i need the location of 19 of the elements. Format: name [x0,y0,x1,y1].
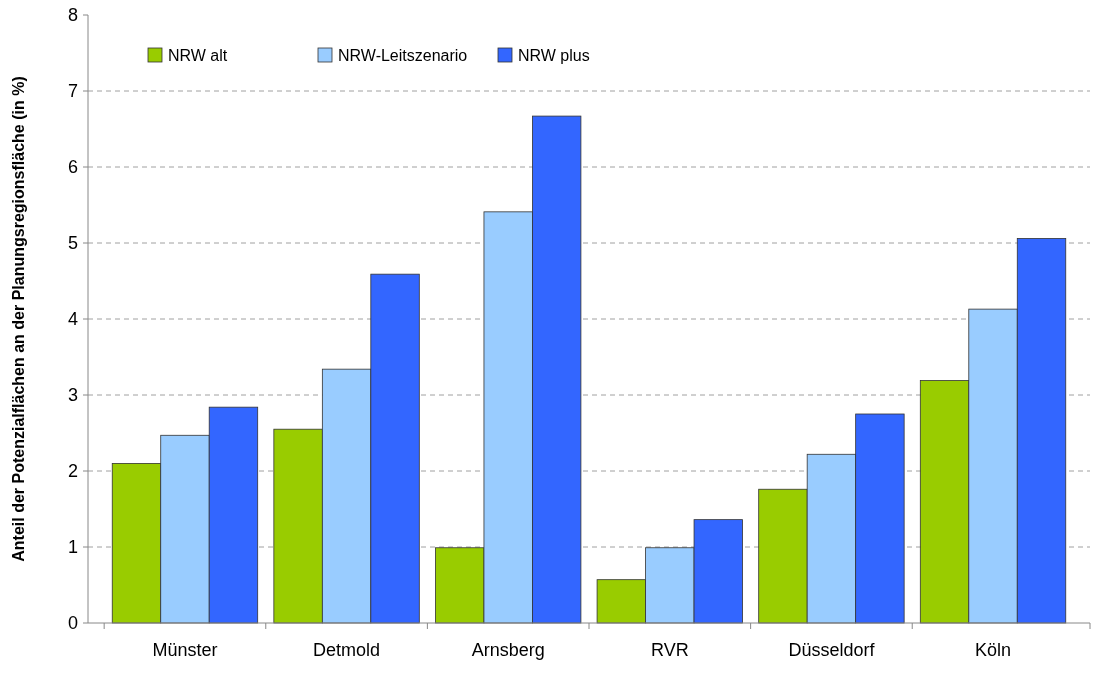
legend-label: NRW alt [168,46,228,64]
y-tick-label: 2 [67,461,78,482]
y-tick-label: 5 [67,233,78,254]
y-tick-label: 1 [67,537,78,558]
x-tick-label: Münster [152,640,218,660]
x-tick-label: Detmold [313,640,381,660]
legend-label: NRW-Leitszenario [338,46,468,64]
x-tick-label: RVR [650,640,689,660]
y-axis-title: Anteil der Potenzialflächen an der Planungsregionsfläche (in %) [10,76,27,562]
y-tick-label: 7 [67,81,78,102]
y-tick-label: 3 [67,385,78,406]
y-tick-label: 8 [67,5,78,26]
y-tick-label: 4 [67,309,78,330]
y-tick-label: 6 [67,157,78,178]
x-tick-label: Arnsberg [471,640,545,660]
x-tick-label: Düsseldorf [788,640,876,660]
x-tick-label: Köln [975,640,1012,660]
legend-label: NRW plus [518,46,590,64]
y-tick-label: 0 [67,613,78,634]
